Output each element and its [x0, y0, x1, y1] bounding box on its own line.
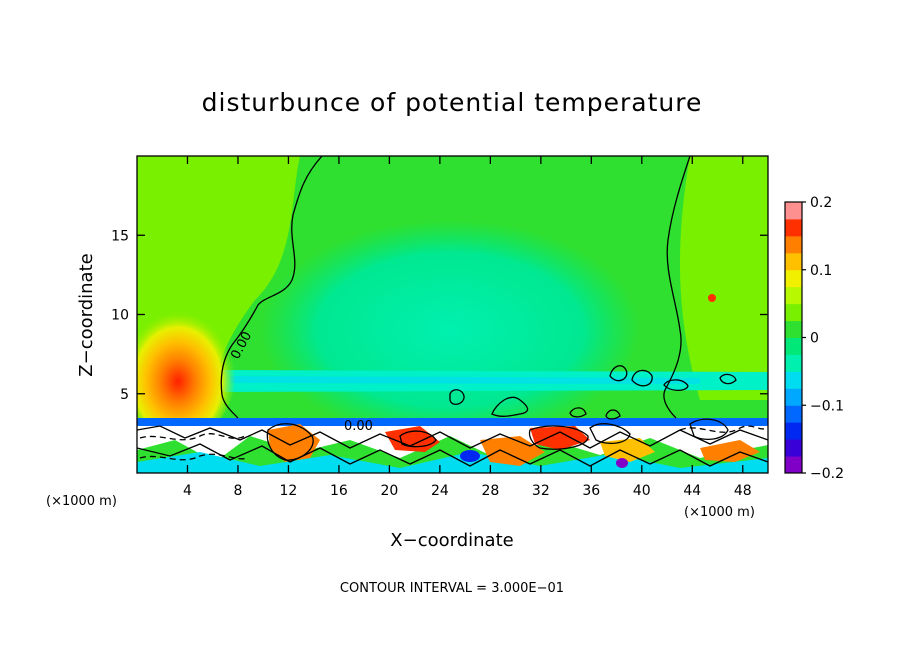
x-tick-label: 40 — [633, 483, 651, 499]
contour-turb-4 — [689, 418, 729, 441]
x-tick-label: 24 — [431, 483, 449, 499]
colorbar-swatch — [785, 456, 802, 474]
x-tick-label: 28 — [481, 483, 499, 499]
y-axis-label: Z−coordinate — [76, 253, 97, 376]
field-purple-spot — [616, 458, 628, 468]
colorbar-tick-label: 0 — [810, 331, 819, 347]
contour-lines — [137, 156, 768, 467]
zero-contour-left — [220, 156, 323, 419]
colorbar-swatch — [785, 405, 802, 423]
x-unit-right: (×1000 m) — [684, 505, 755, 520]
colorbar-swatch — [785, 202, 802, 220]
colorbar-swatch — [785, 422, 802, 440]
colorbar-swatch — [785, 252, 802, 271]
x-axis-label: X−coordinate — [390, 530, 513, 551]
colorbar-swatch — [785, 320, 802, 338]
contour-loop-8 — [605, 409, 621, 420]
plot-field: 0.00 0.00 — [137, 156, 768, 473]
x-tick-label: 36 — [582, 483, 600, 499]
contour-turb-5 — [399, 430, 437, 448]
colorbar-swatch — [785, 354, 802, 372]
field-turbulent-warm-6 — [700, 440, 760, 462]
contour-turb-3 — [589, 423, 631, 445]
contour-turb-2 — [528, 425, 589, 450]
contour-loop-4 — [631, 369, 653, 387]
colorbar-swatch — [785, 337, 802, 355]
contour-loop-5 — [663, 379, 689, 392]
field-blue-spot — [460, 450, 480, 462]
field-region-light-right — [679, 156, 768, 400]
colorbar-swatch — [785, 388, 802, 406]
x-tick-label: 44 — [683, 483, 701, 499]
contour-surface-1 — [137, 425, 768, 449]
x-axis: 4 8 12 16 20 24 28 32 36 40 44 48 — [183, 156, 752, 499]
contour-dashed-2 — [139, 453, 249, 461]
contour-label-zero-mid: 0.00 — [344, 419, 373, 434]
contour-loop-3 — [609, 365, 628, 382]
contour-interval-text: CONTOUR INTERVAL = 3.000E−01 — [340, 581, 564, 596]
contour-surface-2 — [137, 443, 768, 467]
y-tick-label: 15 — [111, 228, 129, 244]
colorbar-tick-label: −0.1 — [810, 398, 844, 414]
field-cool-region — [260, 220, 640, 440]
colorbar-swatch — [785, 269, 802, 288]
field-warm-anomaly — [137, 298, 236, 442]
colorbar-swatch — [785, 286, 802, 305]
field-cyan-band — [230, 376, 700, 384]
field-turbulent-warm-3 — [480, 436, 545, 466]
contour-loop-6 — [719, 373, 737, 385]
x-tick-label: 32 — [532, 483, 550, 499]
field-warm-spot — [708, 294, 716, 302]
contour-loop-2 — [491, 396, 529, 417]
zero-contour-right — [663, 156, 691, 419]
colorbar-swatch — [785, 303, 802, 322]
x-tick-label: 20 — [380, 483, 398, 499]
x-tick-label: 12 — [280, 483, 298, 499]
contour-loop-1 — [449, 389, 465, 406]
y-tick-label: 5 — [120, 387, 129, 403]
chart-title: disturbunce of potential temperature — [202, 88, 703, 117]
colorbar-tick-label: 0.2 — [810, 195, 832, 211]
x-tick-label: 4 — [183, 483, 192, 499]
contour-dashed-3 — [679, 425, 767, 433]
field-turbulent-warm-4 — [530, 426, 590, 450]
x-tick-label: 48 — [734, 483, 752, 499]
colorbar: 0.2 0.1 0 −0.1 −0.2 — [784, 195, 844, 482]
x-tick-label: 8 — [233, 483, 242, 499]
contour-loop-7 — [569, 407, 587, 418]
x-unit-left: (×1000 m) — [46, 494, 117, 509]
colorbar-swatch — [785, 371, 802, 389]
colorbar-swatch — [785, 218, 802, 237]
contour-turb-1 — [266, 423, 314, 461]
y-tick-label: 10 — [111, 308, 129, 324]
x-tick-label: 16 — [330, 483, 348, 499]
colorbar-swatch — [785, 439, 802, 457]
field-blue-layer — [137, 418, 768, 427]
field-turbulent-warm-5 — [600, 438, 655, 462]
colorbar-tick-label: −0.2 — [810, 466, 844, 482]
colorbar-tick-label: 0.1 — [810, 263, 832, 279]
colorbar-swatch — [785, 235, 802, 254]
y-axis: 5 10 15 — [111, 228, 768, 403]
contour-dashed-1 — [139, 433, 246, 441]
